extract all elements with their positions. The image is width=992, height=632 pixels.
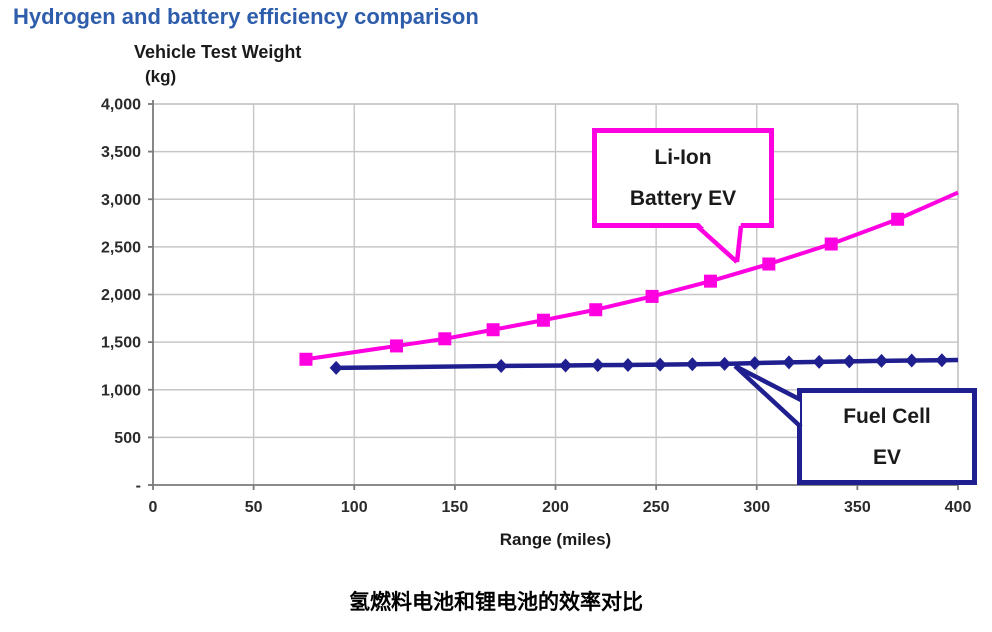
y-tick-label: 4,000	[101, 97, 141, 114]
series-marker-square-li-ion-battery-ev	[891, 212, 905, 226]
x-axis-title: Range (miles)	[499, 530, 612, 549]
series-marker-diamond-fuel-cell-ev	[782, 355, 796, 370]
callout-li-ion-line1: Li-Ion	[654, 146, 712, 169]
series-marker-diamond-fuel-cell-ev	[621, 357, 635, 372]
callout-fuel-cell-line2: EV	[872, 445, 901, 469]
x-tick-label: 150	[442, 499, 469, 516]
series-marker-diamond-fuel-cell-ev	[842, 354, 856, 369]
y-tick-label: 2,000	[101, 287, 141, 304]
callout-li-ion-line2: Battery EV	[629, 187, 737, 210]
series-marker-square-li-ion-battery-ev	[536, 313, 550, 327]
series-marker-diamond-fuel-cell-ev	[875, 353, 889, 368]
y-tick-label: 500	[114, 430, 141, 447]
y-tick-label: 3,000	[101, 192, 141, 209]
series-marker-square-li-ion-battery-ev	[438, 332, 452, 346]
series-marker-diamond-fuel-cell-ev	[935, 353, 949, 368]
y-tick-label: 2,500	[101, 239, 141, 256]
x-tick-label: 300	[743, 499, 770, 516]
callout-fuel-cell-line1: Fuel Cell	[843, 404, 931, 428]
x-tick-label: 250	[643, 499, 670, 516]
chinese-caption: 氢燃料电池和锂电池的效率对比	[349, 591, 643, 614]
series-marker-diamond-fuel-cell-ev	[718, 356, 732, 371]
x-tick-label: 400	[945, 499, 972, 516]
x-tick-label: 200	[542, 499, 569, 516]
series-marker-diamond-fuel-cell-ev	[748, 356, 762, 371]
series-marker-diamond-fuel-cell-ev	[329, 360, 343, 375]
series-marker-square-li-ion-battery-ev	[645, 289, 659, 303]
series-marker-diamond-fuel-cell-ev	[591, 358, 605, 373]
series-line-li-ion-battery-ev	[305, 190, 959, 362]
series-marker-diamond-fuel-cell-ev	[559, 358, 573, 373]
page-title: Hydrogen and battery efficiency comparis…	[13, 4, 479, 29]
y-axis-title: Vehicle Test Weight	[134, 42, 302, 62]
y-tick-label: 3,500	[101, 144, 141, 161]
x-tick-label: 100	[341, 499, 368, 516]
series-marker-diamond-fuel-cell-ev	[685, 357, 699, 372]
series-marker-square-li-ion-battery-ev	[390, 339, 404, 353]
series-marker-square-li-ion-battery-ev	[703, 274, 717, 288]
series-marker-diamond-fuel-cell-ev	[812, 354, 826, 369]
series-marker-diamond-fuel-cell-ev	[905, 353, 919, 368]
series-marker-square-li-ion-battery-ev	[824, 237, 838, 251]
series-marker-diamond-fuel-cell-ev	[494, 358, 508, 373]
series-marker-diamond-fuel-cell-ev	[653, 357, 667, 372]
y-tick-label: 1,000	[101, 382, 141, 399]
series-marker-square-li-ion-battery-ev	[299, 352, 313, 366]
y-tick-label: -	[136, 478, 141, 495]
x-tick-label: 0	[149, 499, 158, 516]
series-marker-square-li-ion-battery-ev	[486, 323, 500, 337]
y-tick-label: 1,500	[101, 335, 141, 352]
series-line-fuel-cell-ev	[336, 357, 959, 371]
x-tick-label: 50	[245, 499, 263, 516]
series-marker-square-li-ion-battery-ev	[762, 257, 776, 271]
callout-fuel-cell-ev: Fuel Cell EV	[797, 388, 977, 485]
series-marker-square-li-ion-battery-ev	[589, 303, 603, 317]
y-axis-unit: (kg)	[145, 67, 177, 86]
callout-li-ion-battery-ev: Li-Ion Battery EV	[592, 128, 774, 228]
x-tick-label: 350	[844, 499, 871, 516]
